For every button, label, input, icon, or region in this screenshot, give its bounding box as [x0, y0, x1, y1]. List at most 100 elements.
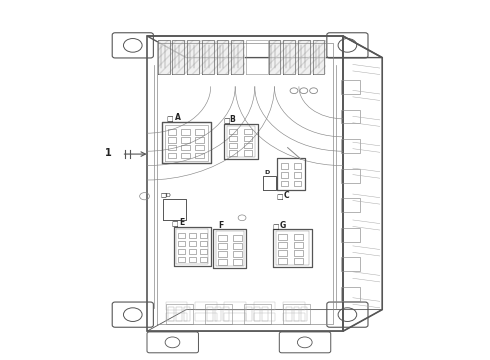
Bar — [262, 307, 268, 321]
Bar — [254, 302, 275, 310]
Bar — [233, 243, 242, 249]
Bar — [269, 40, 326, 74]
Bar — [229, 129, 237, 134]
Bar — [294, 307, 299, 321]
Text: B: B — [229, 115, 235, 124]
Bar — [195, 302, 217, 310]
Text: □D: □D — [161, 192, 171, 197]
Bar — [176, 307, 182, 321]
Bar — [195, 145, 204, 150]
Bar — [341, 80, 360, 94]
Bar — [166, 304, 193, 324]
Bar — [200, 249, 207, 254]
Bar — [244, 150, 252, 156]
Bar — [229, 150, 237, 156]
Bar — [254, 313, 275, 321]
Text: C: C — [284, 191, 289, 200]
Bar — [166, 302, 187, 310]
Bar — [195, 129, 204, 135]
Bar — [181, 137, 190, 143]
Bar — [168, 145, 176, 150]
Text: □: □ — [167, 116, 173, 122]
Bar — [218, 235, 227, 241]
Bar — [294, 172, 301, 178]
Bar — [189, 233, 196, 238]
Bar — [168, 153, 176, 158]
Bar — [224, 313, 246, 321]
Text: A: A — [175, 113, 181, 122]
Bar — [301, 307, 307, 321]
Bar — [341, 110, 360, 123]
Bar — [286, 307, 292, 321]
Bar — [283, 313, 305, 321]
Bar — [254, 307, 260, 321]
Bar — [341, 257, 360, 271]
Bar — [233, 259, 242, 265]
Bar — [294, 250, 303, 256]
Bar — [341, 287, 360, 301]
Bar — [207, 307, 213, 321]
Bar — [178, 257, 185, 262]
Bar — [233, 235, 242, 241]
Bar — [189, 257, 196, 262]
Text: E: E — [179, 218, 184, 227]
Bar — [341, 228, 360, 242]
Bar — [200, 241, 207, 246]
Bar — [229, 136, 237, 141]
Bar — [283, 302, 305, 310]
Bar — [341, 169, 360, 183]
Bar — [341, 198, 360, 212]
Bar — [181, 145, 190, 150]
Text: □: □ — [272, 224, 279, 230]
Bar — [181, 153, 190, 158]
Bar — [281, 163, 288, 169]
Bar — [283, 304, 310, 324]
Bar — [195, 137, 204, 143]
Bar — [278, 242, 287, 248]
Bar — [294, 242, 303, 248]
Bar — [341, 139, 360, 153]
Bar — [205, 304, 232, 324]
Bar — [294, 181, 301, 186]
Bar — [278, 250, 287, 256]
Bar — [168, 307, 174, 321]
Bar — [189, 241, 196, 246]
Bar — [218, 259, 227, 265]
Bar — [246, 307, 252, 321]
Bar — [178, 233, 185, 238]
Bar — [244, 143, 252, 148]
Text: D: D — [264, 170, 270, 175]
Bar — [218, 243, 227, 249]
Bar — [215, 307, 221, 321]
Bar — [278, 258, 287, 264]
Bar — [244, 129, 252, 134]
Text: □: □ — [172, 221, 178, 227]
Bar — [200, 233, 207, 238]
Bar — [178, 241, 185, 246]
Bar — [168, 137, 176, 143]
Bar — [195, 313, 217, 321]
Bar — [294, 163, 301, 169]
Bar — [218, 251, 227, 257]
Text: 1: 1 — [105, 148, 112, 158]
Text: □: □ — [277, 194, 284, 200]
Text: G: G — [279, 221, 286, 230]
Bar — [184, 307, 190, 321]
Bar — [223, 307, 229, 321]
Text: □: □ — [223, 118, 230, 124]
Bar — [168, 129, 176, 135]
Bar — [233, 251, 242, 257]
Bar — [189, 249, 196, 254]
Bar — [244, 304, 271, 324]
Bar — [294, 234, 303, 240]
Bar — [294, 258, 303, 264]
Bar — [200, 257, 207, 262]
Bar — [278, 234, 287, 240]
Bar — [224, 302, 246, 310]
Bar — [158, 40, 245, 74]
Bar — [229, 143, 237, 148]
Bar — [195, 153, 204, 158]
Bar — [181, 129, 190, 135]
Bar — [281, 181, 288, 186]
Bar — [178, 249, 185, 254]
